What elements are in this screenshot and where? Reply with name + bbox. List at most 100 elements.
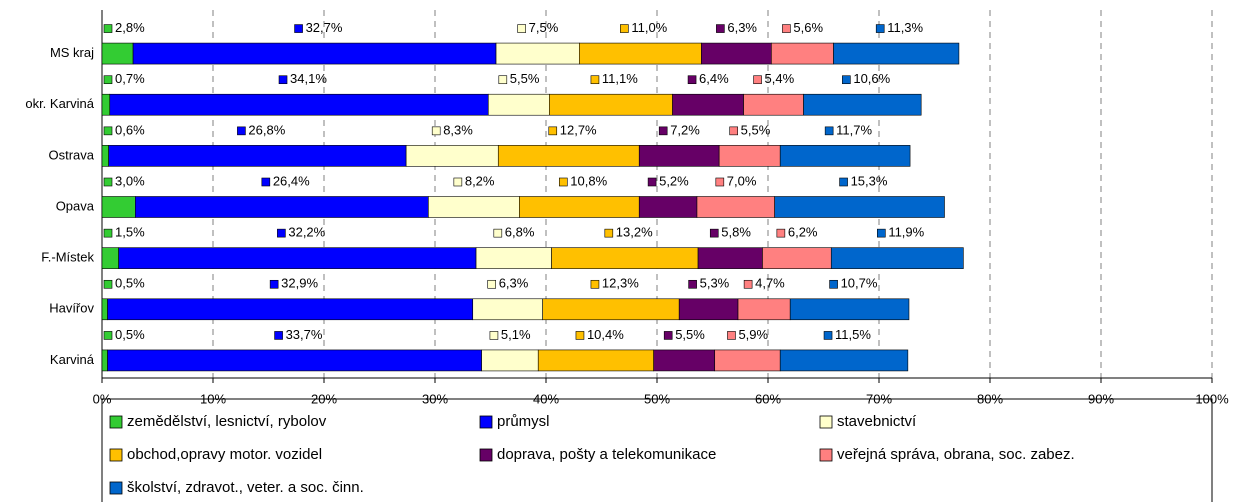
bar-segment <box>762 247 832 269</box>
legend-marker <box>479 448 493 462</box>
data-label: 26,8% <box>248 122 285 137</box>
data-label: 0,6% <box>115 122 145 137</box>
bar-segment <box>101 42 134 65</box>
label-marker <box>875 24 885 33</box>
data-label: 12,7% <box>560 122 597 137</box>
legend-label: školství, zdravot., veter. a soc. činn. <box>127 479 364 496</box>
data-label: 34,1% <box>290 71 327 86</box>
label-marker <box>715 177 725 187</box>
y-tick-label: MS kraj <box>50 45 94 60</box>
data-label: 6,8% <box>505 225 535 240</box>
label-marker <box>687 75 697 85</box>
bar-segment <box>405 145 499 167</box>
label-marker <box>604 228 614 238</box>
data-label: 5,8% <box>721 225 751 240</box>
bar-segment <box>101 349 108 372</box>
label-marker <box>729 126 738 136</box>
bar-segment <box>803 93 922 116</box>
bar-segment <box>101 247 119 269</box>
legend-marker <box>819 448 833 462</box>
bar-segment <box>549 93 673 116</box>
data-label: 6,3% <box>727 20 757 35</box>
label-marker <box>829 279 838 289</box>
data-label: 4,7% <box>755 276 785 291</box>
label-marker <box>103 331 113 340</box>
data-label: 5,9% <box>738 327 768 342</box>
data-label: 11,7% <box>836 122 872 137</box>
label-marker <box>842 75 851 85</box>
data-label: 7,2% <box>670 122 700 137</box>
bar-segment <box>487 93 550 116</box>
data-label: 6,2% <box>788 225 818 240</box>
data-label: 7,5% <box>529 20 559 35</box>
bar-segment <box>475 247 552 269</box>
label-marker <box>620 24 629 33</box>
data-label: 7,0% <box>727 173 757 188</box>
label-marker <box>590 75 600 85</box>
bar-segment <box>101 196 136 218</box>
label-marker <box>688 279 697 289</box>
label-marker <box>823 331 833 340</box>
data-label: 6,3% <box>499 276 529 291</box>
data-label: 11,9% <box>888 225 924 240</box>
data-label: 2,8% <box>115 20 145 35</box>
data-label: 5,1% <box>501 327 531 342</box>
label-marker <box>824 126 834 136</box>
label-marker <box>839 177 848 187</box>
bar-segment <box>107 349 482 372</box>
data-label: 33,7% <box>286 327 323 342</box>
data-label: 8,2% <box>465 173 495 188</box>
bar-segment <box>771 42 834 65</box>
bar-segment <box>774 196 945 218</box>
y-tick-label: Karviná <box>50 352 95 367</box>
data-label: 5,5% <box>741 122 771 137</box>
label-marker <box>590 279 600 289</box>
bar-segment <box>132 42 497 65</box>
label-marker <box>647 177 657 187</box>
bar-segment <box>672 93 744 116</box>
label-marker <box>294 24 303 33</box>
bar-segment <box>779 349 909 372</box>
bar-segment <box>481 349 539 372</box>
legend-label: průmysl <box>497 413 550 430</box>
data-label: 8,3% <box>443 122 473 137</box>
data-label: 32,7% <box>306 20 343 35</box>
label-marker <box>431 126 441 136</box>
data-label: 32,2% <box>288 225 325 240</box>
label-marker <box>261 177 271 187</box>
data-label: 5,3% <box>700 276 730 291</box>
label-marker <box>776 228 786 238</box>
bar-segment <box>830 247 964 269</box>
data-label: 10,4% <box>587 327 624 342</box>
label-marker <box>753 75 762 85</box>
legend-marker <box>819 415 833 429</box>
label-marker <box>453 177 463 187</box>
label-marker <box>277 228 286 238</box>
label-marker <box>103 126 113 136</box>
bar-segment <box>519 196 640 218</box>
legend-label: zemědělství, lesnictví, rybolov <box>127 413 327 430</box>
bar-segment <box>678 298 739 321</box>
label-marker <box>103 228 113 238</box>
y-tick-label: F.-Místek <box>41 250 94 265</box>
data-label: 1,5% <box>115 225 145 240</box>
bar-segment <box>551 247 699 269</box>
bar-segment <box>737 298 791 321</box>
label-marker <box>487 279 497 289</box>
bar-segment <box>743 93 804 116</box>
legend-label: stavebnictví <box>837 413 917 430</box>
label-marker <box>278 75 288 85</box>
data-label: 11,1% <box>602 71 638 86</box>
bar-segment <box>118 247 477 269</box>
label-marker <box>575 331 585 340</box>
bar-segment <box>537 349 654 372</box>
data-label: 26,4% <box>273 173 310 188</box>
bar-segment <box>101 145 109 167</box>
bar-segment <box>135 196 429 218</box>
data-label: 5,2% <box>659 173 689 188</box>
data-label: 5,6% <box>793 20 823 35</box>
y-tick-label: Opava <box>56 198 95 213</box>
bar-segment <box>638 196 698 218</box>
data-label: 10,8% <box>570 173 607 188</box>
